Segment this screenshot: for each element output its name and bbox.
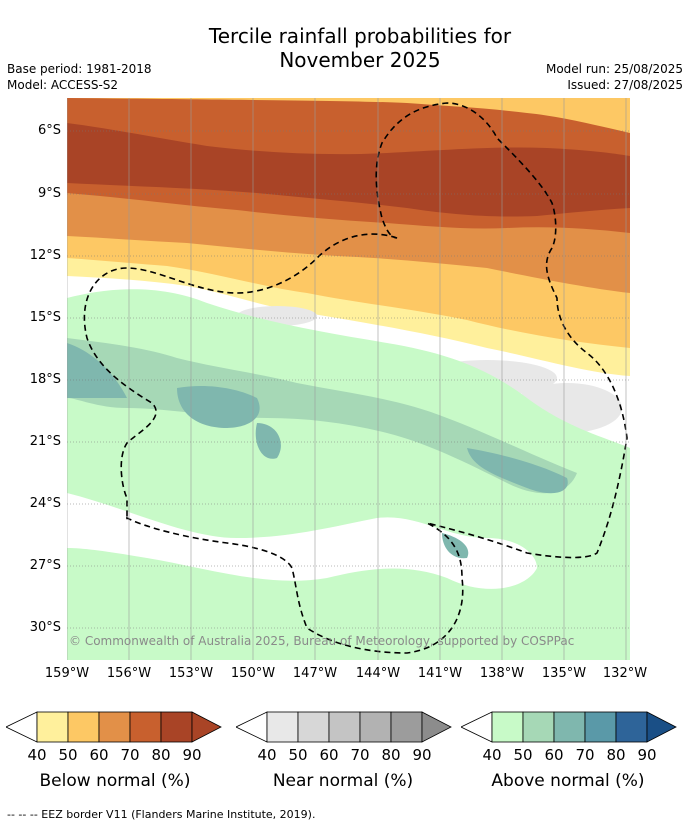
above-normal-white-gap xyxy=(67,493,537,589)
eez-border-overlay: © Commonwealth of Australia 2025, Bureau… xyxy=(69,102,628,654)
above-normal-60-region xyxy=(67,343,568,559)
below-normal-80-region xyxy=(67,123,630,217)
colorbar-tick: 60 xyxy=(319,746,339,764)
lat-label: 6°S xyxy=(37,123,61,138)
colorbar-tick: 50 xyxy=(513,746,533,764)
issued-date: Issued: 27/08/2025 xyxy=(567,78,683,92)
lon-label: 159°W xyxy=(44,666,90,681)
colorbar-tick: 60 xyxy=(544,746,564,764)
lat-label: 15°S xyxy=(29,310,61,325)
lat-label: 30°S xyxy=(29,620,61,635)
colorbar-tick: 50 xyxy=(288,746,308,764)
colorbar-tick: 70 xyxy=(575,746,595,764)
copyright-notice: © Commonwealth of Australia 2025, Bureau… xyxy=(69,634,574,648)
lat-label: 18°S xyxy=(29,372,61,387)
above-normal-50-region xyxy=(67,338,577,494)
lat-label: 27°S xyxy=(29,558,61,573)
colorbar-near-normal xyxy=(236,711,452,743)
lat-label: 9°S xyxy=(37,186,61,201)
colorbar-tick: 40 xyxy=(482,746,502,764)
colorbar-tick: 80 xyxy=(151,746,171,764)
model-run: Model run: 25/08/2025 xyxy=(545,62,683,76)
lat-label: 21°S xyxy=(29,434,61,449)
colorbar-tick: 70 xyxy=(350,746,370,764)
model-name: Model: ACCESS-S2 xyxy=(7,78,119,92)
colorbar-tick: 60 xyxy=(89,746,109,764)
colorbar-below-normal xyxy=(6,711,222,743)
colorbar-tick: 90 xyxy=(182,746,202,764)
colorbar-tick: 80 xyxy=(381,746,401,764)
lon-label: 147°W xyxy=(292,666,338,681)
colorbar-tick: 80 xyxy=(606,746,626,764)
base-period: Base period: 1981-2018 xyxy=(7,62,152,76)
lat-label: 12°S xyxy=(29,248,61,263)
eez-border xyxy=(83,102,628,654)
lon-label: 153°W xyxy=(168,666,214,681)
rainfall-map xyxy=(67,98,630,660)
lon-label: 135°W xyxy=(541,666,587,681)
lon-label: 156°W xyxy=(106,666,152,681)
colorbar-tick: 90 xyxy=(637,746,657,764)
above-normal-label: Above normal (%) xyxy=(491,771,645,791)
colorbar-tick: 40 xyxy=(257,746,277,764)
lon-label: 141°W xyxy=(417,666,463,681)
lon-label: 150°W xyxy=(230,666,276,681)
colorbar-tick: 70 xyxy=(120,746,140,764)
lat-label: 24°S xyxy=(29,496,61,511)
near-normal-label: Near normal (%) xyxy=(272,771,414,791)
colorbar-above-normal xyxy=(461,711,677,743)
eez-border-footnote: -- -- -- EEZ border V11 (Flanders Marine… xyxy=(7,808,316,821)
lon-label: 132°W xyxy=(602,666,648,681)
title-line-2: November 2025 xyxy=(279,48,441,72)
below-normal-label: Below normal (%) xyxy=(39,771,191,791)
below-normal-90-region xyxy=(67,98,630,133)
colorbar-tick: 40 xyxy=(27,746,47,764)
colorbar-tick: 50 xyxy=(58,746,78,764)
lon-label: 138°W xyxy=(479,666,525,681)
lon-label: 144°W xyxy=(355,666,401,681)
colorbar-tick: 90 xyxy=(412,746,432,764)
title-line-1: Tercile rainfall probabilities for xyxy=(208,24,512,48)
